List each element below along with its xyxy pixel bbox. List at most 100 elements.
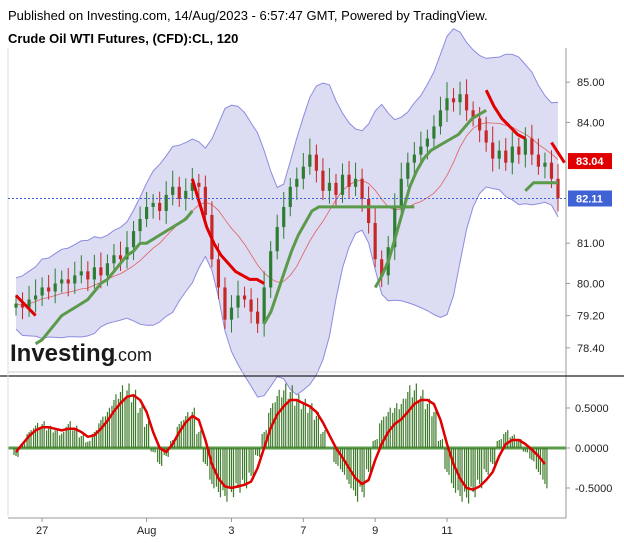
candle-body xyxy=(549,162,554,179)
candle-body xyxy=(197,182,201,187)
candle-body xyxy=(99,267,103,276)
candle-body xyxy=(471,110,475,119)
candle-body xyxy=(275,227,279,252)
supertrend-up xyxy=(373,109,487,289)
logo-suffix: .com xyxy=(113,345,152,365)
time-tick-label: Aug xyxy=(137,525,157,537)
candle-body xyxy=(510,146,514,163)
time-tick-label: 27 xyxy=(36,525,48,537)
candle-body xyxy=(177,186,181,199)
candle-body xyxy=(478,118,482,131)
band-lower xyxy=(15,186,559,398)
candle-body xyxy=(556,178,560,199)
price-tick-label: 80.00 xyxy=(577,278,605,290)
candle-body xyxy=(334,182,338,195)
candle-body xyxy=(190,182,194,191)
candle-body xyxy=(288,186,292,207)
candle-body xyxy=(112,255,116,264)
chart-title: Crude Oil WTI Futures, (CFD):CL, 120 xyxy=(8,31,239,46)
supertrend xyxy=(14,89,566,346)
candle-body xyxy=(353,178,358,187)
candle-body xyxy=(438,110,443,127)
price-tag-box xyxy=(568,190,612,207)
candle-body xyxy=(497,150,501,159)
candle-body xyxy=(543,162,547,167)
price-tag-box xyxy=(568,153,612,170)
candle-body xyxy=(229,307,234,320)
candle-body xyxy=(60,279,64,284)
candle-body xyxy=(445,98,449,111)
band-fill xyxy=(16,28,558,398)
price-tick-label: 84.00 xyxy=(577,117,605,129)
price-tick-label: 85.00 xyxy=(577,77,605,89)
osc-tick-label: 0.5000 xyxy=(575,403,609,415)
candle-body xyxy=(347,174,351,187)
candle-body xyxy=(151,202,155,207)
supertrend-down xyxy=(14,294,37,317)
candle-body xyxy=(451,98,456,103)
supertrend-up xyxy=(262,205,415,325)
candle-body xyxy=(308,154,312,167)
supertrend-down xyxy=(190,178,265,285)
candle-body xyxy=(367,198,371,224)
candle-body xyxy=(79,271,83,276)
price-tag-label: 82.11 xyxy=(576,193,603,205)
candle-body xyxy=(530,138,534,155)
price-tick-label: 81.00 xyxy=(577,238,605,250)
price-tick-label: 78.40 xyxy=(577,343,605,355)
candle-body xyxy=(458,94,462,103)
candle-body xyxy=(40,287,44,296)
candle-body xyxy=(164,194,168,211)
candle-body xyxy=(340,174,345,195)
candle-body xyxy=(158,202,162,211)
published-line: Published on Investing.com, 14/Aug/2023 … xyxy=(8,8,488,23)
candle-body xyxy=(262,287,266,324)
candle-body xyxy=(464,94,469,111)
candle-body xyxy=(92,267,96,280)
candle-body xyxy=(517,146,521,155)
candle-body xyxy=(125,247,129,260)
oscillator-signal xyxy=(15,393,546,491)
supertrend-up xyxy=(34,210,194,346)
candle-body xyxy=(360,178,364,199)
candle-body xyxy=(203,186,207,215)
candle-body xyxy=(33,295,38,300)
candle-body xyxy=(118,255,123,260)
bollinger-band xyxy=(15,28,559,398)
axes: 85.00 84.00 81.00 80.00 79.20 78.40 83.04 82.11… xyxy=(0,48,624,537)
signal-line xyxy=(15,393,546,491)
candle-body xyxy=(425,138,429,147)
candle-body xyxy=(491,142,495,159)
candle-body xyxy=(419,146,423,155)
candle-body xyxy=(184,190,188,199)
candle-body xyxy=(256,311,260,324)
logo-text: Investing xyxy=(10,340,115,367)
time-tick-label: 7 xyxy=(300,525,306,537)
candle-body xyxy=(373,223,377,260)
candle-body xyxy=(484,130,488,143)
candle-body xyxy=(406,162,410,179)
candle-body xyxy=(412,154,416,163)
osc-tick-label: 0.0000 xyxy=(575,443,609,455)
candle-body xyxy=(242,295,247,300)
candle-body xyxy=(380,259,384,276)
price-tag-label: 83.04 xyxy=(576,156,604,168)
investing-logo: Investing .com xyxy=(10,340,152,367)
candle-body xyxy=(27,299,31,308)
candle-body xyxy=(523,138,527,155)
candle-body xyxy=(327,182,332,191)
candle-body xyxy=(14,303,18,308)
candle-body xyxy=(131,231,136,248)
candle-body xyxy=(282,206,286,228)
candle-body xyxy=(105,263,110,276)
time-tick-label: 9 xyxy=(372,525,378,537)
candle-body xyxy=(269,251,273,288)
candle-body xyxy=(53,283,57,292)
supertrend-up xyxy=(524,181,558,192)
candle-body xyxy=(536,154,541,167)
candle-body xyxy=(86,271,90,280)
supertrend-down xyxy=(550,141,566,164)
candle-body xyxy=(138,219,142,232)
candle-body xyxy=(171,186,175,195)
